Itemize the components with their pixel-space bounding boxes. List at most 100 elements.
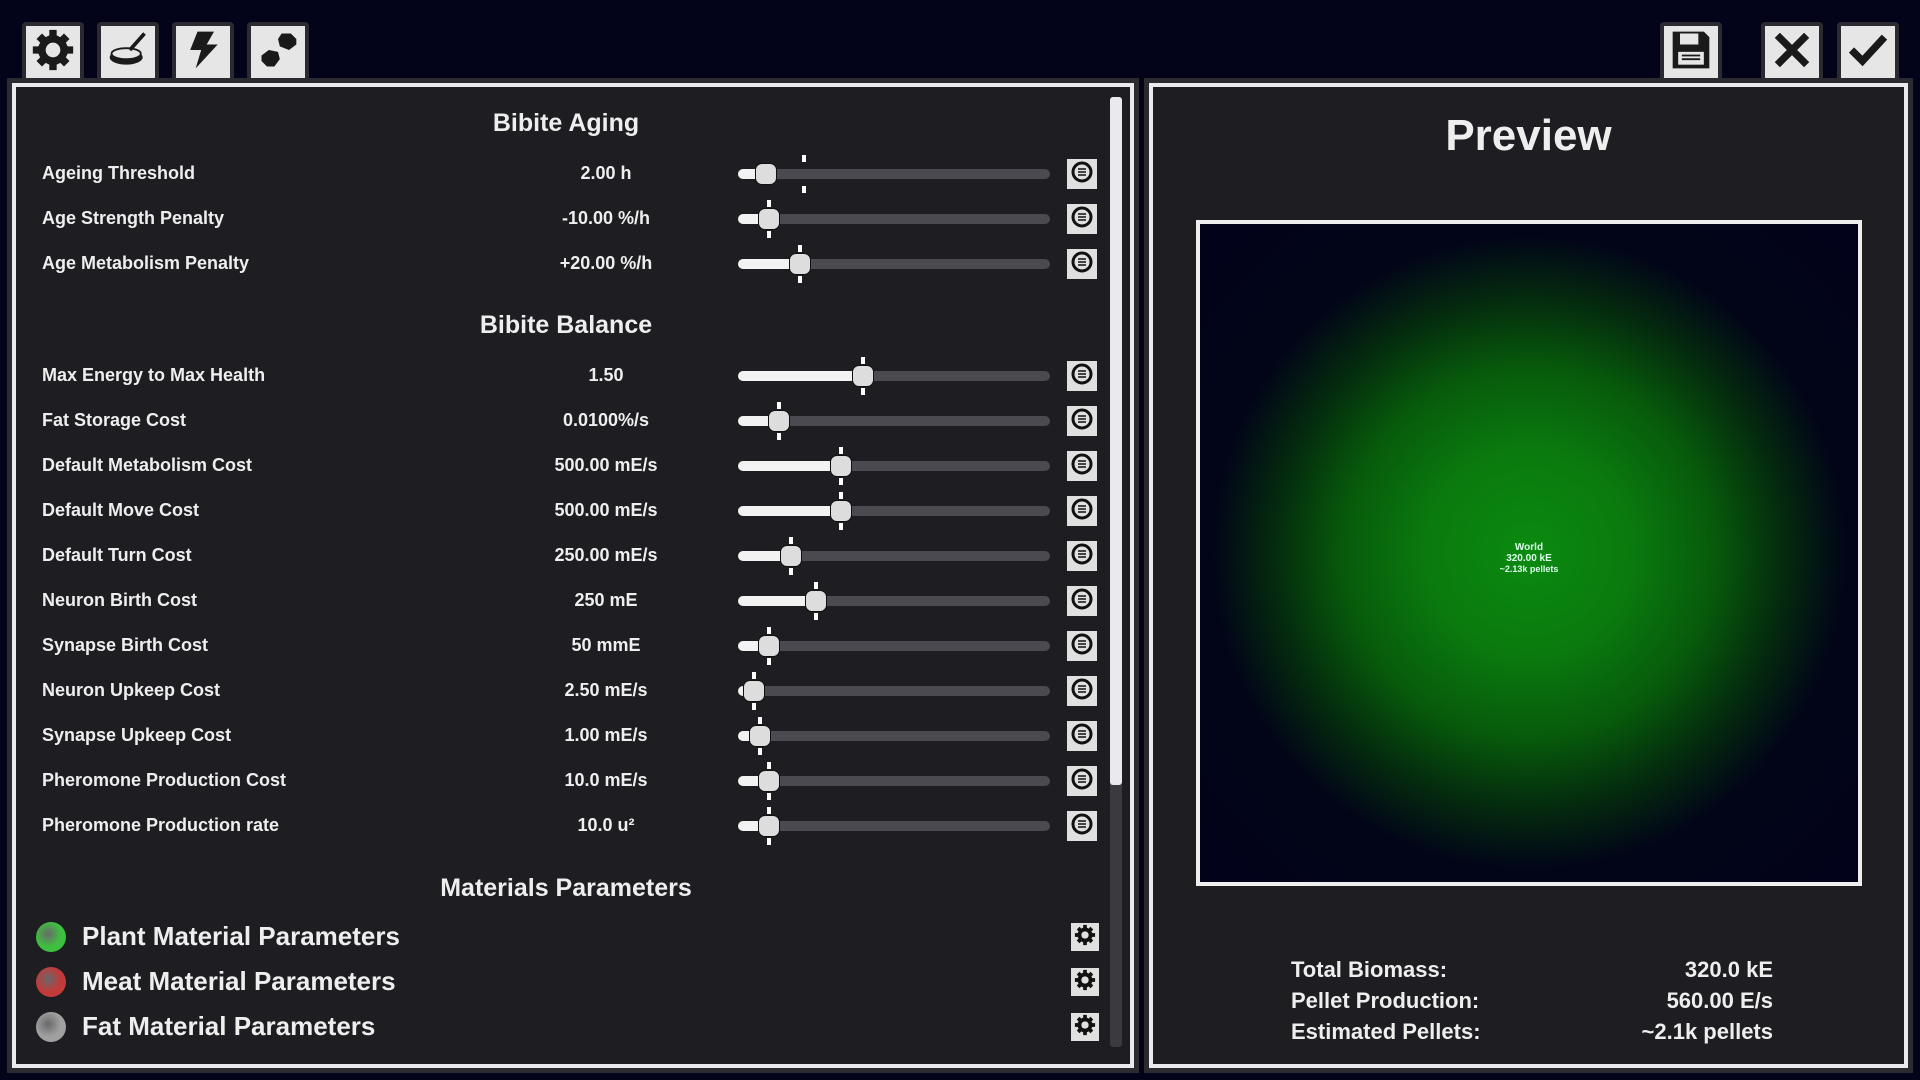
setting-slider[interactable] [738, 672, 1050, 710]
toolbar-check-button[interactable] [1837, 22, 1899, 82]
setting-slider[interactable] [738, 155, 1050, 193]
setting-slider[interactable] [738, 402, 1050, 440]
setting-value: 1.00 mE/s [564, 725, 648, 745]
setting-label: Pheromone Production Cost [42, 770, 287, 790]
toolbar-close-button[interactable] [1761, 22, 1823, 82]
slider-handle[interactable] [767, 410, 790, 432]
toolbar-lightning-button[interactable] [172, 22, 234, 82]
reset-icon [1070, 497, 1094, 526]
reset-button[interactable] [1067, 249, 1097, 279]
material-orb-icon [36, 967, 66, 997]
reset-button[interactable] [1067, 766, 1097, 796]
slider-handle[interactable] [742, 680, 765, 702]
setting-label: Default Metabolism Cost [42, 455, 253, 475]
material-settings-button[interactable] [1071, 1013, 1099, 1041]
reset-icon [1070, 587, 1094, 616]
toolbar-save-button[interactable] [1660, 22, 1722, 82]
reset-button[interactable] [1067, 406, 1097, 436]
setting-row: Ageing Threshold 2.00 h [16, 155, 1116, 193]
close-icon [1770, 28, 1814, 77]
reset-button[interactable] [1067, 159, 1097, 189]
setting-slider[interactable] [738, 807, 1050, 845]
scrollbar-thumb[interactable] [1110, 97, 1122, 785]
reset-button[interactable] [1067, 676, 1097, 706]
material-settings-button[interactable] [1071, 923, 1099, 951]
reset-button[interactable] [1067, 496, 1097, 526]
setting-row: Pheromone Production Cost 10.0 mE/s [16, 762, 1116, 800]
slider-handle[interactable] [748, 725, 771, 747]
section-title: Bibite Aging [492, 109, 640, 137]
setting-slider[interactable] [738, 627, 1050, 665]
reset-button[interactable] [1067, 451, 1097, 481]
preview-panel: Preview World 320.00 kE ~2.13k pellets T… [1149, 83, 1908, 1068]
reset-icon [1070, 677, 1094, 706]
material-label: Plant Material Parameters [82, 921, 400, 951]
setting-label: Neuron Upkeep Cost [42, 680, 221, 700]
setting-slider[interactable] [738, 492, 1050, 530]
slider-handle[interactable] [758, 815, 781, 837]
material-orb-icon [36, 1012, 66, 1042]
reset-button[interactable] [1067, 631, 1097, 661]
setting-slider[interactable] [738, 537, 1050, 575]
reset-icon [1070, 542, 1094, 571]
setting-row: Synapse Birth Cost 50 mmE [16, 627, 1116, 665]
slider-handle[interactable] [758, 635, 781, 657]
reset-button[interactable] [1067, 204, 1097, 234]
lightning-icon [181, 28, 225, 77]
material-orb-icon [36, 922, 66, 952]
reset-button[interactable] [1067, 361, 1097, 391]
slider-handle[interactable] [758, 770, 781, 792]
setting-label: Neuron Birth Cost [42, 590, 197, 610]
setting-slider[interactable] [738, 582, 1050, 620]
slider-handle[interactable] [789, 253, 812, 275]
setting-slider[interactable] [738, 245, 1050, 283]
setting-row: Synapse Upkeep Cost 1.00 mE/s [16, 717, 1116, 755]
section-title: Bibite Balance [479, 311, 653, 339]
toolbar-pellets-button[interactable] [247, 22, 309, 82]
setting-slider[interactable] [738, 200, 1050, 238]
reset-button[interactable] [1067, 586, 1097, 616]
setting-row: Default Metabolism Cost 500.00 mE/s [16, 447, 1116, 485]
material-item[interactable]: Fat Material Parameters [16, 1009, 1116, 1045]
slider-handle[interactable] [758, 208, 781, 230]
toolbar-petri-dish-button[interactable] [97, 22, 159, 82]
world-label: World [1514, 542, 1544, 553]
slider-handle[interactable] [805, 590, 827, 612]
material-item[interactable]: Meat Material Parameters [16, 964, 1116, 1000]
setting-label: Synapse Birth Cost [42, 635, 209, 655]
world-preview[interactable]: World 320.00 kE ~2.13k pellets [1196, 220, 1862, 886]
slider-handle[interactable] [780, 545, 803, 567]
scrollbar[interactable] [1110, 97, 1122, 1047]
setting-label: Default Turn Cost [42, 545, 192, 565]
reset-icon [1070, 250, 1094, 279]
slider-handle[interactable] [829, 500, 852, 522]
material-settings-button[interactable] [1071, 968, 1099, 996]
preview-title: Preview [1445, 111, 1612, 160]
setting-slider[interactable] [738, 717, 1050, 755]
setting-value: 50 mmE [571, 635, 641, 655]
setting-row: Age Metabolism Penalty +20.00 %/h [16, 245, 1116, 283]
reset-button[interactable] [1067, 811, 1097, 841]
world-info: World 320.00 kE ~2.13k pellets [1200, 542, 1858, 575]
reset-button[interactable] [1067, 721, 1097, 751]
setting-value: 500.00 mE/s [554, 455, 658, 475]
setting-slider[interactable] [738, 357, 1050, 395]
setting-row: Neuron Upkeep Cost 2.50 mE/s [16, 672, 1116, 710]
setting-row: Default Turn Cost 250.00 mE/s [16, 537, 1116, 575]
toolbar-gear-button[interactable] [22, 22, 84, 82]
reset-icon [1070, 205, 1094, 234]
setting-value: 250.00 mE/s [554, 545, 658, 565]
slider-handle[interactable] [755, 163, 778, 185]
setting-row: Default Move Cost 500.00 mE/s [16, 492, 1116, 530]
slider-handle[interactable] [829, 455, 852, 477]
slider-handle[interactable] [851, 365, 874, 387]
gear-icon [31, 28, 75, 77]
setting-value: 2.00 h [580, 163, 632, 183]
setting-slider[interactable] [738, 762, 1050, 800]
reset-button[interactable] [1067, 541, 1097, 571]
reset-icon [1070, 632, 1094, 661]
material-item[interactable]: Plant Material Parameters [16, 919, 1116, 955]
setting-label: Age Strength Penalty [42, 208, 225, 228]
setting-slider[interactable] [738, 447, 1050, 485]
reset-icon [1070, 452, 1094, 481]
